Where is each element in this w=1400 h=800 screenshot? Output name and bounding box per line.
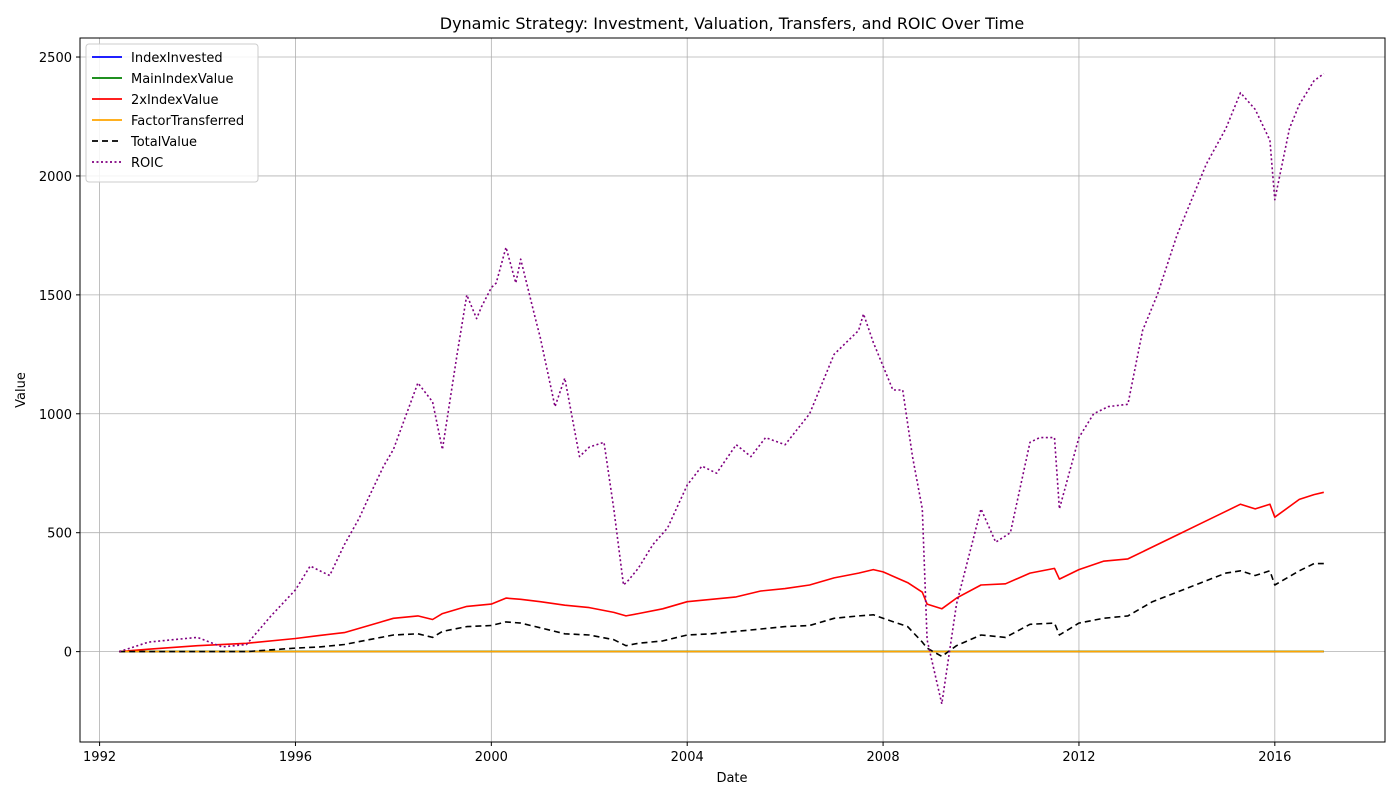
legend-label: IndexInvested	[131, 51, 223, 66]
legend-label: TotalValue	[130, 135, 197, 150]
legend-box	[85, 43, 259, 183]
x-tick-label: 1992	[83, 750, 116, 765]
x-tick-label: 2004	[671, 750, 704, 765]
grid-layer	[80, 38, 1385, 742]
series-line-roic	[118, 73, 1325, 705]
chart-title: Dynamic Strategy: Investment, Valuation,…	[440, 14, 1024, 33]
y-tick-label: 2000	[39, 170, 72, 185]
legend-label: FactorTransferred	[131, 114, 244, 129]
x-axis-label: Date	[716, 771, 747, 786]
x-tick-label: 2008	[867, 750, 900, 765]
legend-label: MainIndexValue	[131, 72, 234, 87]
x-tick-label: 1996	[279, 750, 312, 765]
x-tick-label: 2000	[475, 750, 508, 765]
legend-label: 2xIndexValue	[131, 93, 218, 108]
y-tick-label: 500	[47, 527, 72, 542]
x-tick-label: 2012	[1062, 750, 1095, 765]
plot-frame	[79, 37, 1386, 743]
legend: IndexInvested MainIndexValue 2xIndexValue F…	[85, 43, 259, 183]
y-axis-label: Value	[14, 372, 29, 408]
series-layer	[118, 73, 1325, 705]
x-tick-label: 2016	[1258, 750, 1291, 765]
y-tick-label: 1000	[39, 408, 72, 423]
tick-layer: 1992 1996 2000 2004 2008 2012 2016 0 500 1000 1500…	[39, 51, 1291, 765]
y-tick-label: 0	[64, 646, 72, 661]
series-line-totalvalue	[119, 562, 1324, 658]
legend-label: ROIC	[131, 156, 163, 171]
y-tick-label: 2500	[39, 51, 72, 66]
y-tick-label: 1500	[39, 289, 72, 304]
series-line-2xindexvalue	[119, 491, 1324, 653]
